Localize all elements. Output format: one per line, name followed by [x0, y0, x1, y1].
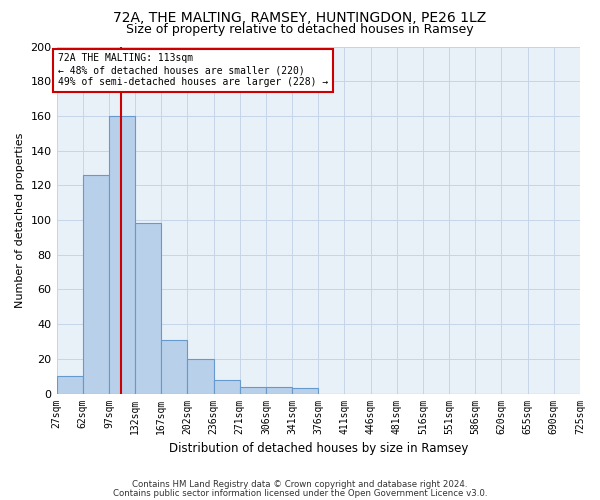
- Text: 72A, THE MALTING, RAMSEY, HUNTINGDON, PE26 1LZ: 72A, THE MALTING, RAMSEY, HUNTINGDON, PE…: [113, 11, 487, 25]
- Bar: [161, 340, 187, 394]
- Bar: [83, 175, 109, 394]
- Text: 72A THE MALTING: 113sqm
← 48% of detached houses are smaller (220)
49% of semi-d: 72A THE MALTING: 113sqm ← 48% of detache…: [58, 54, 328, 86]
- Bar: [187, 359, 214, 394]
- Bar: [214, 380, 240, 394]
- Text: Size of property relative to detached houses in Ramsey: Size of property relative to detached ho…: [126, 22, 474, 36]
- Bar: [292, 388, 318, 394]
- Bar: [135, 224, 161, 394]
- Bar: [109, 116, 135, 394]
- Y-axis label: Number of detached properties: Number of detached properties: [15, 132, 25, 308]
- Bar: [56, 376, 83, 394]
- Bar: [266, 386, 292, 394]
- X-axis label: Distribution of detached houses by size in Ramsey: Distribution of detached houses by size …: [169, 442, 468, 455]
- Text: Contains public sector information licensed under the Open Government Licence v3: Contains public sector information licen…: [113, 488, 487, 498]
- Bar: [240, 386, 266, 394]
- Text: Contains HM Land Registry data © Crown copyright and database right 2024.: Contains HM Land Registry data © Crown c…: [132, 480, 468, 489]
